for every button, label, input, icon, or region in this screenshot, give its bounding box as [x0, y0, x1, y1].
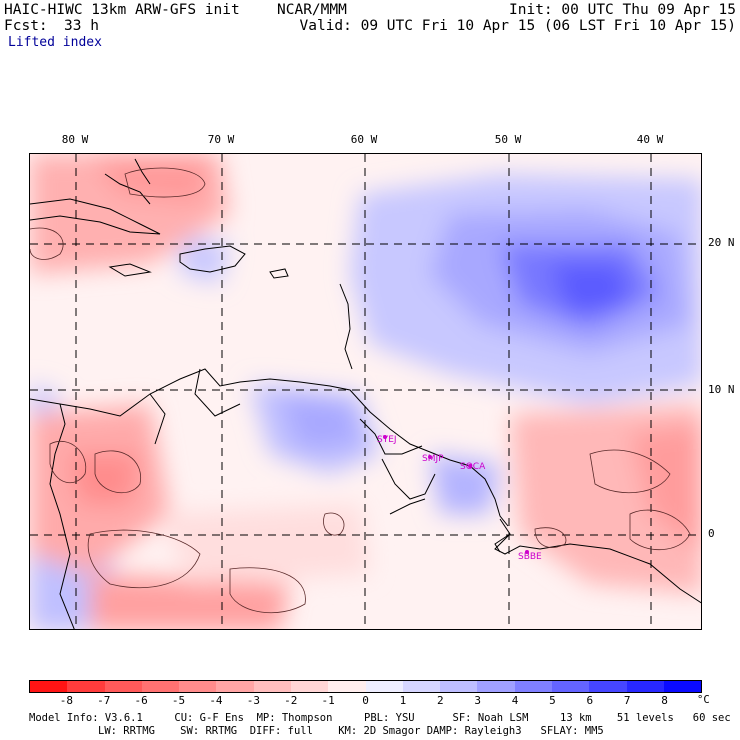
model-title: HAIC-HIWC 13km ARW-GFS init [4, 2, 240, 18]
color-legend-tick: -1 [321, 694, 335, 707]
lon-label: 80 W [61, 133, 89, 146]
lon-label: 40 W [636, 133, 664, 146]
color-swatch [216, 681, 254, 692]
color-legend-tick: 6 [586, 694, 594, 707]
color-swatch [663, 681, 702, 692]
color-swatch [551, 681, 590, 692]
graticule [30, 154, 701, 629]
unit-label: °C [697, 694, 710, 706]
stability-field [30, 154, 701, 629]
color-legend-tick: -2 [284, 694, 298, 707]
station-marker [525, 550, 529, 554]
lat-label: 0 [708, 527, 715, 540]
station-label: SBBE [518, 552, 542, 562]
lon-label: 70 W [207, 133, 235, 146]
color-legend-tick: -3 [246, 694, 260, 707]
lat-label: 20 N [708, 236, 735, 249]
forecast-hour: 33 h [64, 18, 99, 34]
lat-label: 10 N [708, 383, 735, 396]
field-name: Lifted index [8, 35, 102, 50]
color-legend-tick: -4 [209, 694, 223, 707]
contours [30, 167, 691, 614]
lon-label: 50 W [494, 133, 522, 146]
color-legend-tick: 4 [511, 694, 519, 707]
color-legend-tick: 8 [661, 694, 668, 707]
map-canvas: SYEJ SMJP SOCA SBBE [30, 154, 701, 629]
station-marker [383, 435, 387, 439]
model-info-line1: Model Info: V3.6.1 CU: G-F Ens MP: Thomp… [29, 712, 731, 724]
valid-time: Valid: 09 UTC Fri 10 Apr 15 (06 LST Fri … [299, 18, 737, 34]
color-swatch [514, 681, 552, 692]
color-swatch [253, 681, 291, 692]
station-label: SYEJ [377, 435, 397, 445]
color-swatch [290, 681, 329, 692]
model-info-line2: LW: RRTMG SW: RRTMG DIFF: full KM: 2D Sm… [98, 725, 604, 737]
station-marker [428, 455, 432, 459]
lon-label: 60 W [350, 133, 378, 146]
color-legend-tick: -8 [59, 694, 73, 707]
color-swatch [477, 681, 515, 692]
color-legend-tick: -7 [97, 694, 111, 707]
forecast-label: Fcst: [4, 18, 48, 34]
station-marker [468, 464, 472, 468]
color-swatch [30, 681, 68, 692]
color-swatch [626, 681, 664, 692]
color-swatch [365, 681, 403, 692]
color-swatch [589, 681, 627, 692]
org-label: NCAR/MMM [277, 2, 347, 18]
color-swatch [328, 681, 366, 692]
stations: SYEJ SMJP SOCA SBBE [377, 435, 542, 562]
station-label: SOCA [460, 462, 486, 472]
color-swatch [141, 681, 180, 692]
color-legend-tick: -6 [134, 694, 148, 707]
coastlines [30, 158, 701, 629]
color-legend-bar [29, 680, 702, 693]
color-swatch [402, 681, 441, 692]
color-legend-tick: 3 [474, 694, 481, 707]
color-swatch [104, 681, 142, 692]
color-legend-tick: 7 [623, 694, 631, 707]
station-label: SMJP [422, 454, 444, 464]
color-legend-tick: 1 [399, 694, 407, 707]
lifted-index-map: SYEJ SMJP SOCA SBBE [29, 153, 702, 630]
init-time: Init: 00 UTC Thu 09 Apr 15 [509, 2, 736, 18]
color-legend-tick: 0 [362, 694, 369, 707]
color-swatch [67, 681, 105, 692]
color-legend-tick: -5 [171, 694, 186, 707]
color-legend-tick: 5 [549, 694, 556, 707]
color-swatch [440, 681, 478, 692]
color-legend-tick: 2 [436, 694, 444, 707]
color-swatch [179, 681, 217, 692]
